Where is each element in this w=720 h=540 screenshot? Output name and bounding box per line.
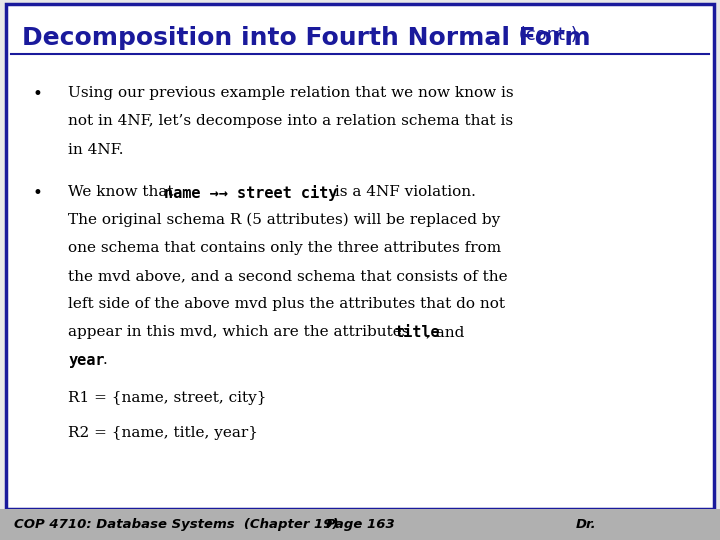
Text: one schema that contains only the three attributes from: one schema that contains only the three … bbox=[68, 241, 502, 255]
Circle shape bbox=[636, 510, 708, 537]
Text: R2 = {name, title, year}: R2 = {name, title, year} bbox=[68, 426, 258, 440]
Wedge shape bbox=[649, 523, 695, 531]
Text: name →→ street city: name →→ street city bbox=[164, 185, 338, 201]
Text: left side of the above mvd plus the attributes that do not: left side of the above mvd plus the attr… bbox=[68, 297, 505, 311]
Wedge shape bbox=[656, 521, 687, 526]
Text: •: • bbox=[32, 86, 42, 103]
Text: Decomposition into Fourth Normal Form: Decomposition into Fourth Normal Form bbox=[22, 26, 590, 50]
Text: .: . bbox=[103, 353, 108, 367]
Text: COP 4710: Database Systems  (Chapter 19): COP 4710: Database Systems (Chapter 19) bbox=[14, 518, 339, 531]
Text: Using our previous example relation that we now know is: Using our previous example relation that… bbox=[68, 86, 514, 100]
Text: , and: , and bbox=[426, 325, 464, 339]
Text: the mvd above, and a second schema that consists of the: the mvd above, and a second schema that … bbox=[68, 269, 508, 283]
Text: Dr.: Dr. bbox=[576, 518, 597, 531]
Text: title: title bbox=[394, 325, 439, 340]
Text: in 4NF.: in 4NF. bbox=[68, 143, 124, 157]
Text: not in 4NF, let’s decompose into a relation schema that is: not in 4NF, let’s decompose into a relat… bbox=[68, 114, 513, 129]
Text: The original schema R (5 attributes) will be replaced by: The original schema R (5 attributes) wil… bbox=[68, 213, 500, 227]
Text: is a 4NF violation.: is a 4NF violation. bbox=[330, 185, 476, 199]
Text: We know that: We know that bbox=[68, 185, 179, 199]
Text: •: • bbox=[32, 185, 42, 201]
Text: R1 = {name, street, city}: R1 = {name, street, city} bbox=[68, 391, 267, 405]
Text: year: year bbox=[68, 353, 105, 368]
Text: appear in this mvd, which are the attributes: appear in this mvd, which are the attrib… bbox=[68, 325, 415, 339]
Text: Page 163: Page 163 bbox=[325, 518, 395, 531]
Text: (cont.): (cont.) bbox=[513, 26, 577, 44]
